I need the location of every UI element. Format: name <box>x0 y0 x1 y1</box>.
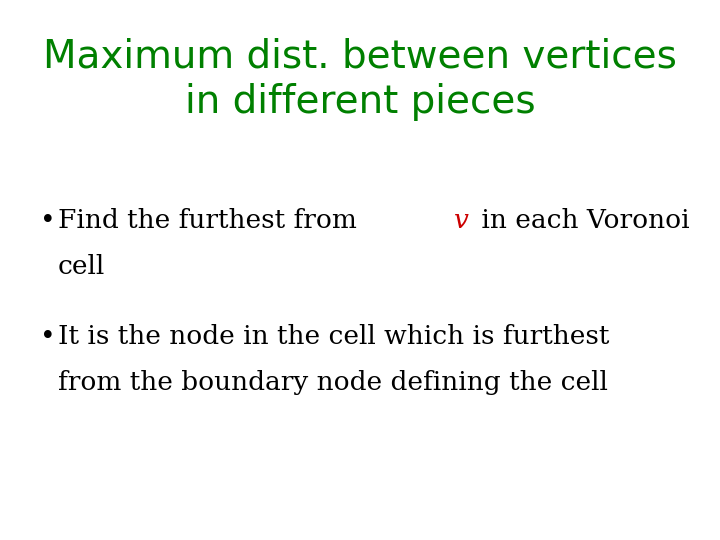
Text: •: • <box>40 208 55 233</box>
Text: cell: cell <box>58 254 105 279</box>
Text: Maximum dist. between vertices
in different pieces: Maximum dist. between vertices in differ… <box>43 38 677 122</box>
Text: It is the node in the cell which is furthest: It is the node in the cell which is furt… <box>58 324 609 349</box>
Text: from the boundary node defining the cell: from the boundary node defining the cell <box>58 370 608 395</box>
Text: Find the furthest from: Find the furthest from <box>58 208 365 233</box>
Text: •: • <box>40 324 55 349</box>
Text: in each Voronoi: in each Voronoi <box>473 208 690 233</box>
Text: v: v <box>454 208 469 233</box>
